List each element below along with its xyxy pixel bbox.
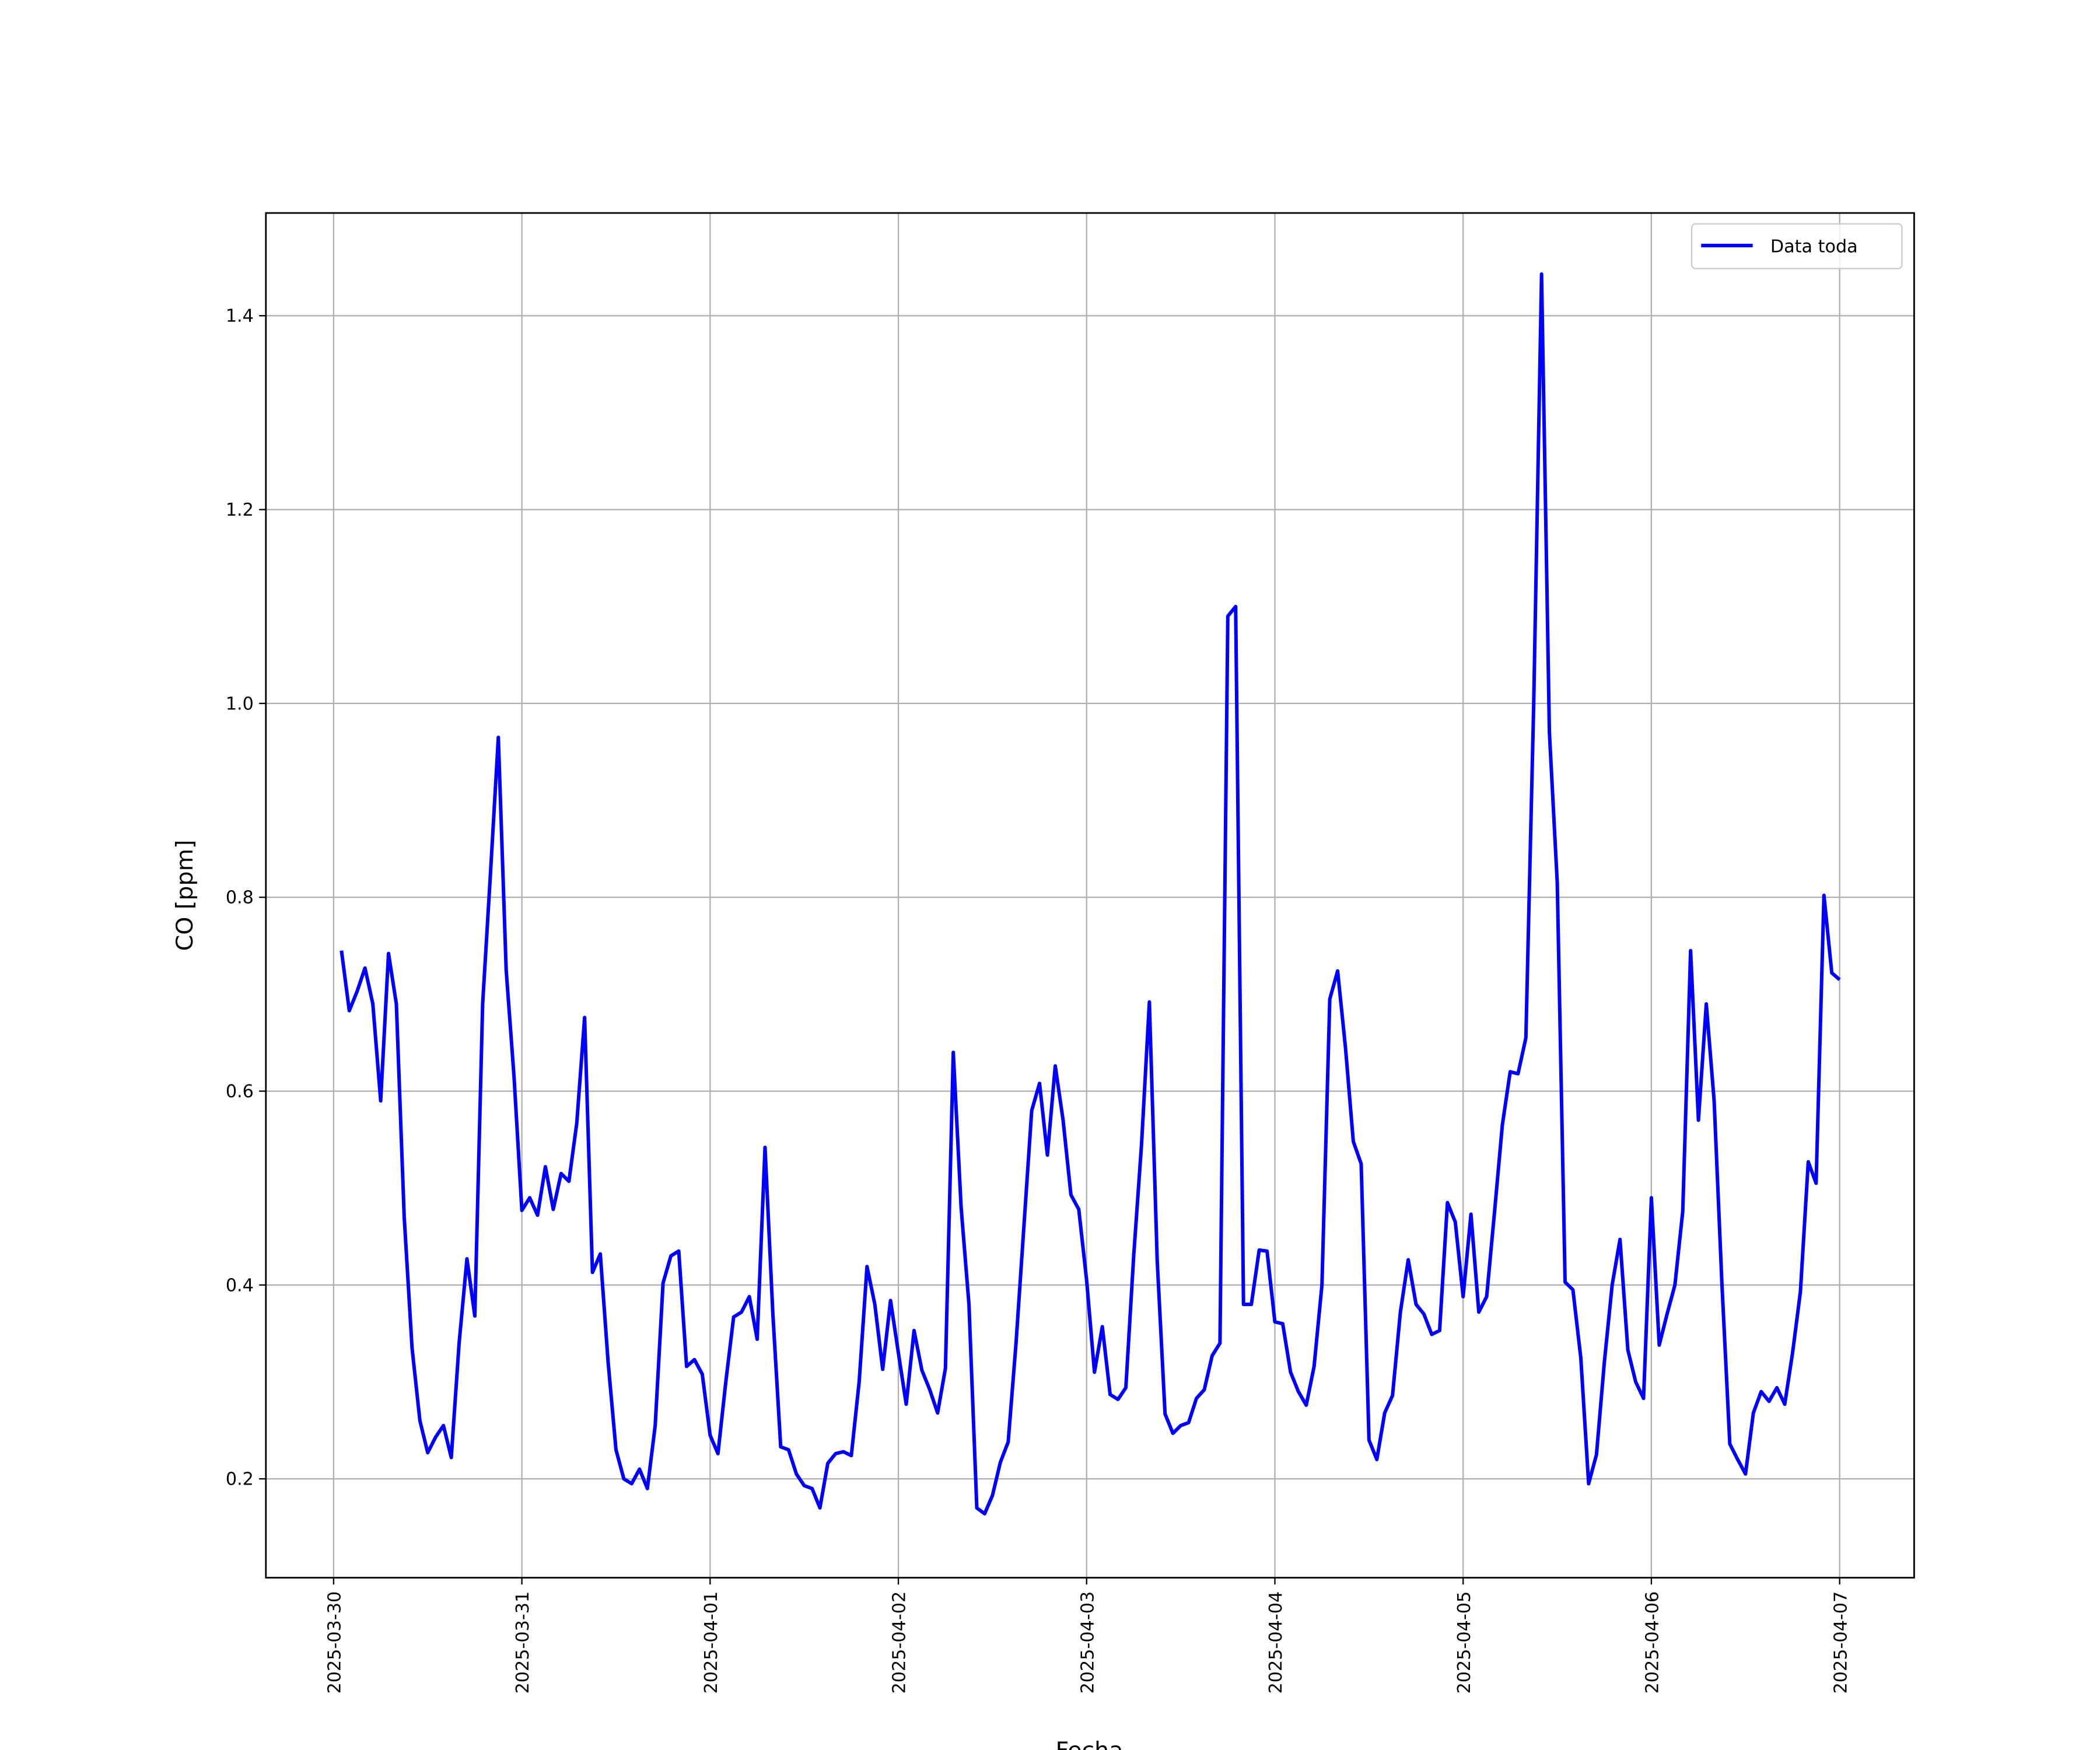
x-tick-label: 2025-04-04 bbox=[1266, 1591, 1286, 1694]
x-axis-label: Fecha bbox=[1056, 1737, 1124, 1750]
x-tick-label: 2025-03-30 bbox=[325, 1591, 345, 1694]
plot-layer bbox=[265, 213, 1915, 1578]
x-tick-label: 2025-04-02 bbox=[890, 1591, 910, 1694]
x-tick-label: 2025-03-31 bbox=[513, 1591, 533, 1694]
y-tick-label: 0.8 bbox=[226, 888, 254, 908]
x-tick-label: 2025-04-01 bbox=[701, 1591, 722, 1694]
y-tick-label: 0.4 bbox=[226, 1275, 254, 1296]
y-tick-label: 1.4 bbox=[226, 306, 254, 327]
legend-box bbox=[1690, 223, 1903, 270]
y-tick-label: 0.6 bbox=[226, 1082, 254, 1102]
plot-frame bbox=[265, 212, 1915, 1579]
data-line bbox=[340, 272, 1841, 1516]
y-tick-label: 0.2 bbox=[226, 1469, 254, 1490]
y-tick-label: 1.2 bbox=[226, 500, 254, 520]
y-tick-label: 1.0 bbox=[226, 694, 254, 714]
x-tick-label: 2025-04-06 bbox=[1643, 1591, 1663, 1694]
x-tick-label: 2025-04-03 bbox=[1077, 1591, 1098, 1694]
y-axis-label: CO [ppm] bbox=[172, 840, 198, 951]
x-tick-label: 2025-04-05 bbox=[1454, 1591, 1475, 1694]
legend-label: Data toda bbox=[1770, 237, 1858, 257]
x-tick-label: 2025-04-07 bbox=[1831, 1591, 1851, 1694]
